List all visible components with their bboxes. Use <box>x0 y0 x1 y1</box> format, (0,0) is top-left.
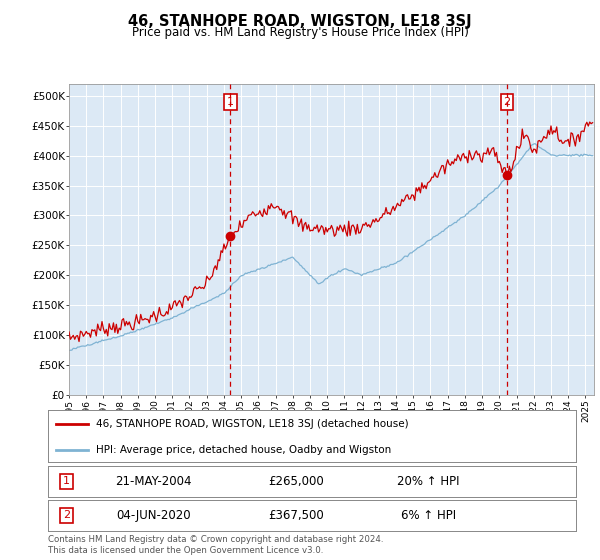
Text: £265,000: £265,000 <box>268 475 324 488</box>
Text: HPI: Average price, detached house, Oadby and Wigston: HPI: Average price, detached house, Oadb… <box>95 445 391 455</box>
Text: 46, STANHOPE ROAD, WIGSTON, LE18 3SJ: 46, STANHOPE ROAD, WIGSTON, LE18 3SJ <box>128 14 472 29</box>
Text: Contains HM Land Registry data © Crown copyright and database right 2024.
This d: Contains HM Land Registry data © Crown c… <box>48 535 383 555</box>
Text: £367,500: £367,500 <box>268 509 324 522</box>
Text: 46, STANHOPE ROAD, WIGSTON, LE18 3SJ (detached house): 46, STANHOPE ROAD, WIGSTON, LE18 3SJ (de… <box>95 419 408 430</box>
Text: 20% ↑ HPI: 20% ↑ HPI <box>397 475 460 488</box>
Text: 6% ↑ HPI: 6% ↑ HPI <box>401 509 456 522</box>
Text: 21-MAY-2004: 21-MAY-2004 <box>115 475 192 488</box>
Text: 04-JUN-2020: 04-JUN-2020 <box>116 509 191 522</box>
Text: 2: 2 <box>503 97 511 107</box>
Text: 2: 2 <box>63 511 70 520</box>
Text: 1: 1 <box>63 477 70 486</box>
Text: Price paid vs. HM Land Registry's House Price Index (HPI): Price paid vs. HM Land Registry's House … <box>131 26 469 39</box>
Text: 1: 1 <box>227 97 234 107</box>
